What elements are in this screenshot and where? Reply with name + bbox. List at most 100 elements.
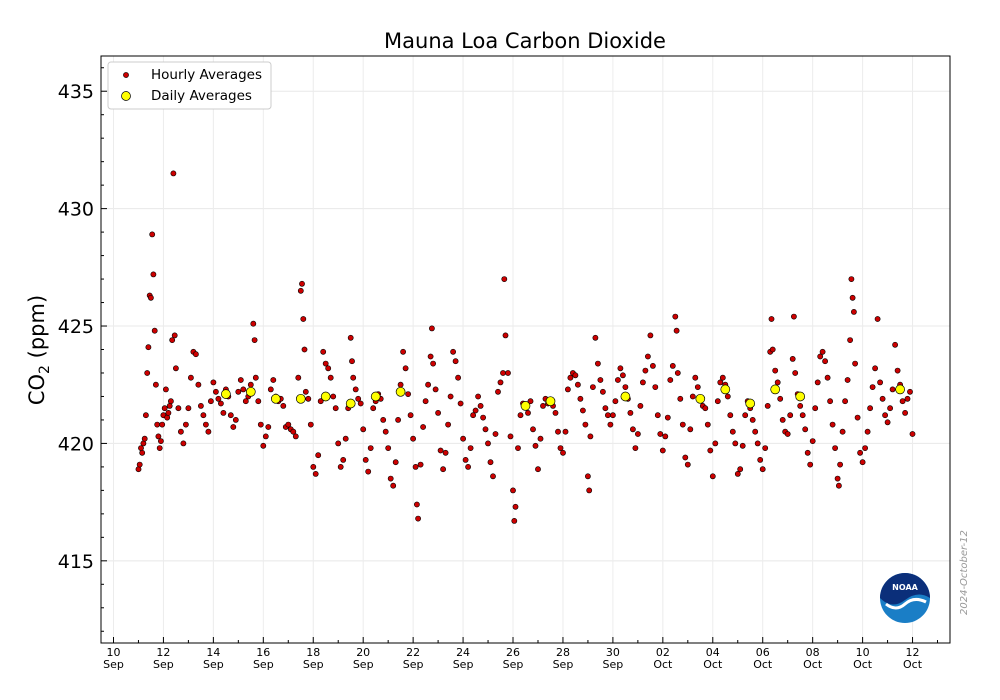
x-tick-day-label: 28 [556, 646, 570, 659]
hourly-point [752, 428, 759, 435]
hourly-point [645, 353, 651, 360]
hourly-point [242, 398, 249, 405]
hourly-point [525, 409, 531, 416]
hourly-point [709, 473, 716, 480]
hourly-point [869, 384, 876, 390]
hourly-point [422, 398, 429, 405]
hourly-point [814, 379, 821, 386]
hourly-point [445, 421, 451, 428]
hourly-point [527, 398, 534, 405]
hourly-point [462, 456, 469, 463]
hourly-point [380, 416, 387, 423]
hourly-point [350, 374, 357, 381]
hourly-point [737, 466, 744, 473]
hourly-point [220, 409, 227, 416]
hourly-point [607, 421, 614, 428]
hourly-point [215, 395, 222, 402]
hourly-point [169, 337, 176, 343]
hourly-point [907, 388, 913, 395]
daily-point [745, 398, 756, 409]
hourly-point [560, 449, 566, 456]
y-axis-label: CO2 (ppm) [25, 295, 53, 405]
x-tick-month-label: Oct [653, 658, 673, 671]
hourly-point [532, 442, 539, 449]
hourly-point [812, 405, 819, 412]
x-tick-month-label: Sep [503, 658, 524, 671]
hourly-point [370, 405, 377, 412]
hourly-point [349, 358, 355, 365]
x-tick-day-label: 18 [306, 646, 320, 659]
hourly-point [405, 391, 411, 397]
hourly-point [138, 445, 144, 451]
hourly-point [159, 421, 166, 428]
hourly-point [501, 276, 508, 282]
hourly-point [397, 381, 404, 388]
hourly-point [207, 398, 214, 405]
x-tick-month-label: Sep [303, 658, 324, 671]
hourly-point [540, 402, 546, 409]
hourly-point [669, 362, 676, 369]
hourly-point [627, 409, 634, 416]
hourly-point [769, 346, 776, 353]
y-axis-label-subscript: 2 [37, 365, 53, 374]
hourly-point [684, 461, 691, 468]
hourly-point [171, 332, 178, 339]
hourly-point [410, 435, 416, 442]
hourly-point [582, 421, 589, 428]
hourly-point [754, 440, 761, 447]
hourly-point [142, 412, 149, 419]
hourly-point [210, 379, 217, 386]
hourly-point [162, 386, 169, 393]
hourly-point [844, 377, 851, 383]
hourly-point [849, 294, 856, 301]
hourly-point [352, 386, 359, 393]
chart-title: Mauna Loa Carbon Dioxide [384, 29, 666, 53]
hourly-point [139, 449, 146, 456]
hourly-point [460, 435, 466, 442]
hourly-point [632, 445, 639, 451]
date-stamp: 2024-October-12 [959, 530, 970, 615]
hourly-point [340, 456, 347, 463]
hourly-point [385, 445, 392, 451]
hourly-point [834, 475, 841, 482]
daily-point [345, 398, 356, 409]
hourly-point [357, 400, 364, 407]
x-tick-month-label: Sep [553, 658, 574, 671]
hourly-point [413, 501, 420, 508]
noaa-logo-text: NOAA [892, 583, 918, 592]
hourly-point [412, 463, 419, 470]
x-tick-day-label: 16 [256, 646, 270, 659]
hourly-point [310, 463, 317, 470]
hourly-point [742, 412, 749, 419]
daily-point [720, 384, 731, 395]
daily-point [370, 391, 381, 402]
hourly-point [212, 388, 219, 395]
hourly-point [265, 424, 272, 430]
hourly-point [799, 412, 806, 419]
hourly-point [255, 398, 262, 405]
hourly-point [457, 400, 464, 407]
hourly-point [200, 412, 207, 419]
x-tick-month-label: Oct [703, 658, 723, 671]
hourly-point [312, 470, 319, 477]
hourly-point [235, 388, 242, 395]
hourly-point [602, 405, 609, 412]
hourly-point [428, 325, 435, 332]
x-tick-day-label: 14 [206, 646, 220, 659]
hourly-point [787, 412, 794, 419]
hourly-point [759, 466, 766, 473]
hourly-point [465, 463, 471, 470]
hourly-point [250, 320, 257, 327]
hourly-point [889, 386, 896, 393]
hourly-point [642, 367, 649, 374]
hourly-point [182, 421, 189, 428]
hourly-point [862, 445, 868, 451]
legend-marker-hourly [123, 72, 129, 78]
hourly-point [647, 332, 654, 339]
hourly-point [402, 365, 409, 372]
hourly-point [707, 447, 714, 454]
hourly-point [535, 466, 541, 473]
hourly-point [822, 358, 828, 365]
hourly-point [325, 365, 332, 372]
hourly-point [802, 426, 809, 433]
